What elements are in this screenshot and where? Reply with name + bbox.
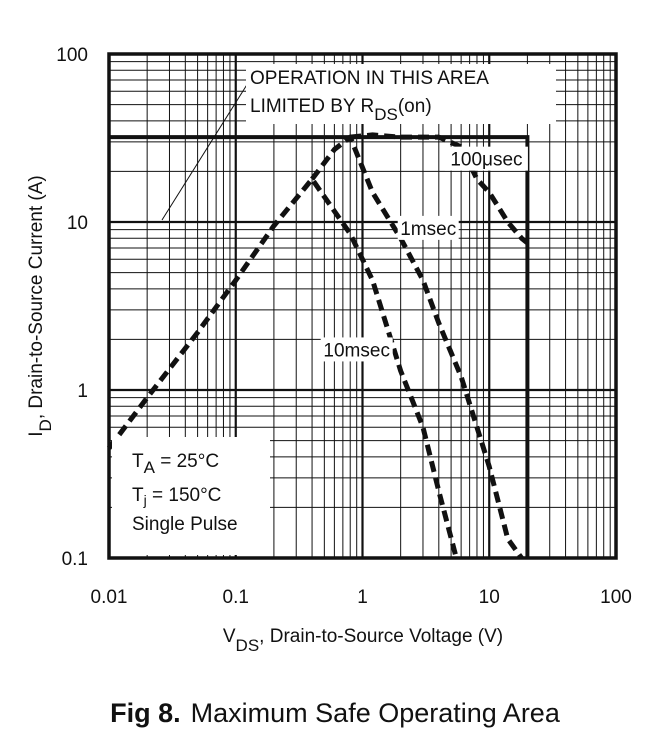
limit-annotation-line2: LIMITED BY RDS(on) xyxy=(250,96,432,124)
limit-rds-suffix: (on) xyxy=(398,96,432,117)
tj-sub: j xyxy=(143,492,147,508)
condition-ta: TA = 25°C xyxy=(132,451,219,477)
series-curves xyxy=(107,132,529,560)
x-tick-label: 0.01 xyxy=(91,587,128,608)
y-label-main: I xyxy=(26,431,47,436)
ta-main: T xyxy=(132,451,144,472)
conditions-box xyxy=(112,437,270,555)
ta-rest: = 25°C xyxy=(155,451,219,472)
series-line-0 xyxy=(107,176,459,559)
series-labels: 10msec 1msec 100μsec xyxy=(320,146,528,362)
series-label-bg xyxy=(444,146,528,171)
series-label: 1msec xyxy=(400,219,456,240)
x-axis-label: VDS, Drain-to-Source Voltage (V) xyxy=(223,626,503,655)
series-line-2 xyxy=(349,132,529,245)
x-label-rest: , Drain-to-Source Voltage (V) xyxy=(259,626,503,647)
rds-on-limit-boundary xyxy=(109,135,530,558)
condition-tj: Tj = 150°C xyxy=(132,485,221,508)
figure-caption: Fig 8. Maximum Safe Operating Area xyxy=(0,698,670,729)
series-label: 100μsec xyxy=(450,150,522,171)
x-tick-label: 10 xyxy=(479,587,500,608)
tj-main: T xyxy=(132,485,144,506)
y-axis-label: ID, Drain-to-Source Current (A) xyxy=(26,175,55,436)
figure-number: Fig 8. xyxy=(110,698,181,728)
limit-leader-line xyxy=(161,82,249,221)
boundary-line xyxy=(109,135,530,558)
x-label-main: V xyxy=(223,626,236,647)
y-tick-label: 0.1 xyxy=(62,549,88,570)
x-tick-label: 1 xyxy=(357,587,368,608)
series-label-bg xyxy=(397,215,459,240)
series-label-bg xyxy=(320,337,393,362)
y-label-rest: , Drain-to-Source Current (A) xyxy=(26,175,47,419)
series-line-1 xyxy=(310,134,524,560)
y-tick-label: 100 xyxy=(56,45,88,66)
y-label-sub: D xyxy=(36,419,55,431)
y-tick-label: 1 xyxy=(77,381,88,402)
tj-rest: = 150°C xyxy=(147,485,222,506)
limit-rds-subscript: DS xyxy=(374,105,398,124)
limit-annotation-bg xyxy=(246,64,556,124)
series-label: 10msec xyxy=(323,340,390,361)
ta-sub: A xyxy=(144,458,156,477)
limit-annotation-line1: OPERATION IN THIS AREA xyxy=(250,68,489,89)
x-tick-label: 0.1 xyxy=(223,587,249,608)
y-tick-label: 10 xyxy=(67,213,88,234)
limit-rds-prefix: LIMITED BY R xyxy=(250,96,374,117)
plot-frame xyxy=(107,52,618,560)
x-tick-label: 100 xyxy=(600,587,632,608)
condition-pulse: Single Pulse xyxy=(132,514,238,535)
x-label-sub: DS xyxy=(236,636,260,655)
figure-title: Maximum Safe Operating Area xyxy=(190,698,560,728)
